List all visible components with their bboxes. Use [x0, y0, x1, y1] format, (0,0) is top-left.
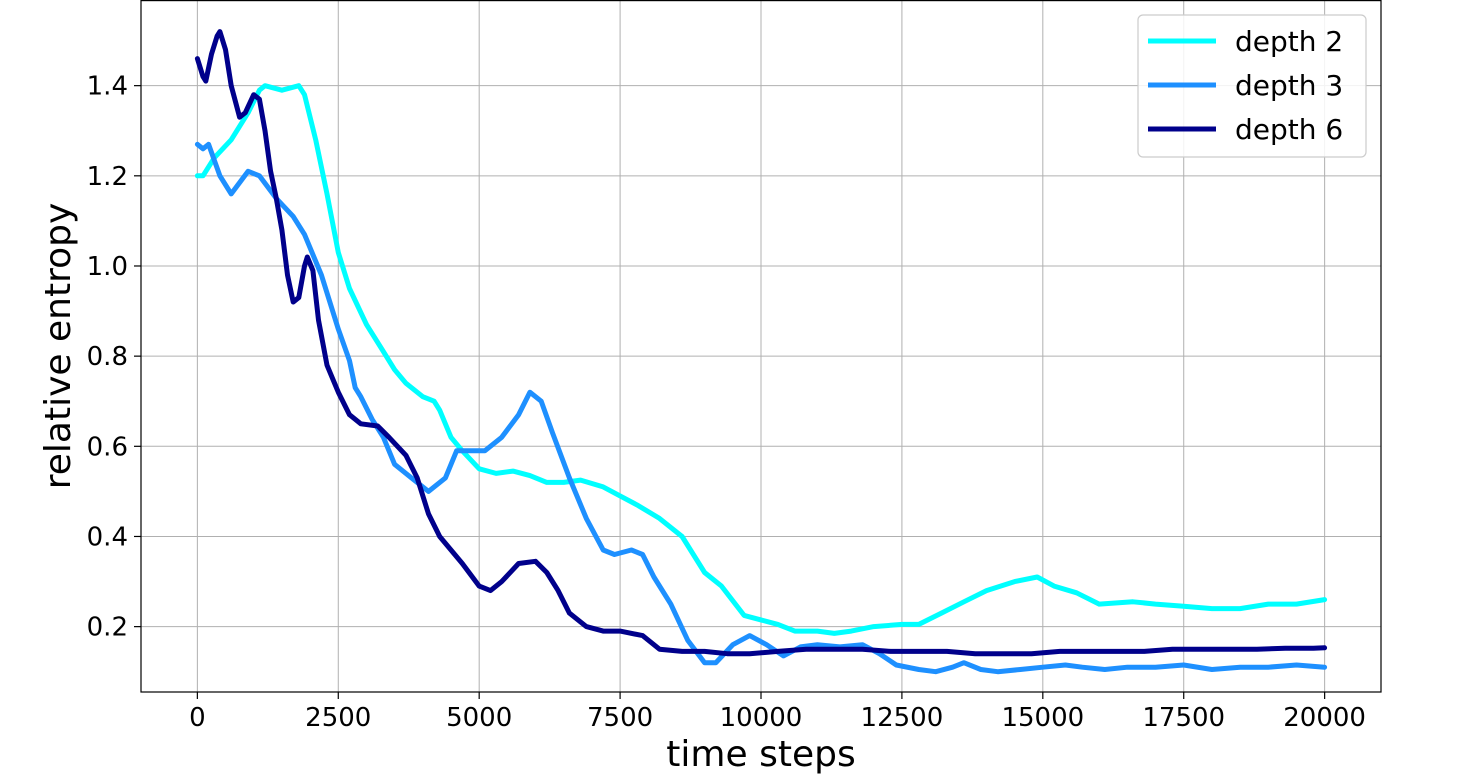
x-tick-label: 0 — [189, 703, 206, 733]
y-tick-label: 0.2 — [87, 613, 128, 643]
y-axis-ticks: 0.2 0.4 0.6 0.8 1.0 1.2 1.4 — [87, 72, 141, 643]
x-axis-ticks: 0 2500 5000 7500 10000 12500 15000 17500 20000 — [189, 692, 1366, 733]
y-tick-label: 1.2 — [87, 162, 128, 192]
x-tick-label: 7500 — [587, 703, 653, 733]
series-line-depth-3 — [194, 141, 1328, 675]
x-tick-label: 17500 — [1142, 703, 1225, 733]
legend-box — [1137, 14, 1367, 158]
x-tick-label: 2500 — [305, 703, 371, 733]
grid-lines — [141, 0, 1381, 692]
series-line-depth-6 — [194, 29, 1328, 657]
y-tick-label: 0.8 — [87, 342, 128, 372]
x-tick-label: 20000 — [1283, 703, 1366, 733]
y-tick-label: 0.4 — [87, 522, 128, 552]
x-tick-label: 15000 — [1001, 703, 1084, 733]
y-axis-label: relative entropy — [38, 203, 79, 490]
series-lines — [194, 29, 1328, 675]
legend: depth 2 depth 3 depth 6 — [1137, 14, 1367, 158]
y-tick-label: 1.0 — [87, 252, 128, 282]
legend-label: depth 2 — [1235, 25, 1343, 58]
x-tick-label: 12500 — [861, 703, 944, 733]
legend-label: depth 6 — [1235, 113, 1343, 146]
series-line-depth-2 — [194, 83, 1328, 636]
y-tick-label: 0.6 — [87, 432, 128, 462]
y-tick-label: 1.4 — [87, 72, 128, 102]
legend-label: depth 3 — [1235, 69, 1343, 102]
x-axis-label: time steps — [666, 734, 855, 775]
x-tick-label: 10000 — [720, 703, 803, 733]
x-tick-label: 5000 — [446, 703, 512, 733]
